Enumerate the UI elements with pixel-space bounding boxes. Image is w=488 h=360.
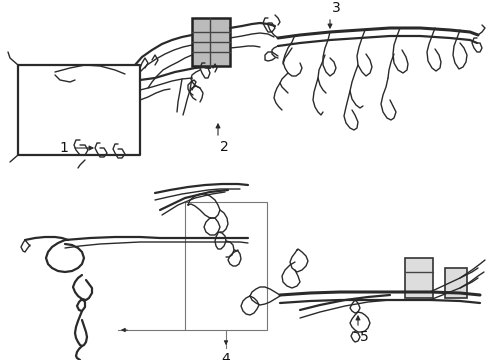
Text: 5: 5 — [359, 330, 368, 344]
Bar — [184, 202, 266, 330]
Text: 4: 4 — [221, 352, 230, 360]
Bar — [404, 258, 432, 298]
Text: 3: 3 — [331, 1, 340, 15]
Text: 1: 1 — [59, 141, 68, 155]
Bar — [444, 268, 466, 298]
Bar — [192, 18, 229, 66]
Text: 2: 2 — [220, 140, 228, 154]
